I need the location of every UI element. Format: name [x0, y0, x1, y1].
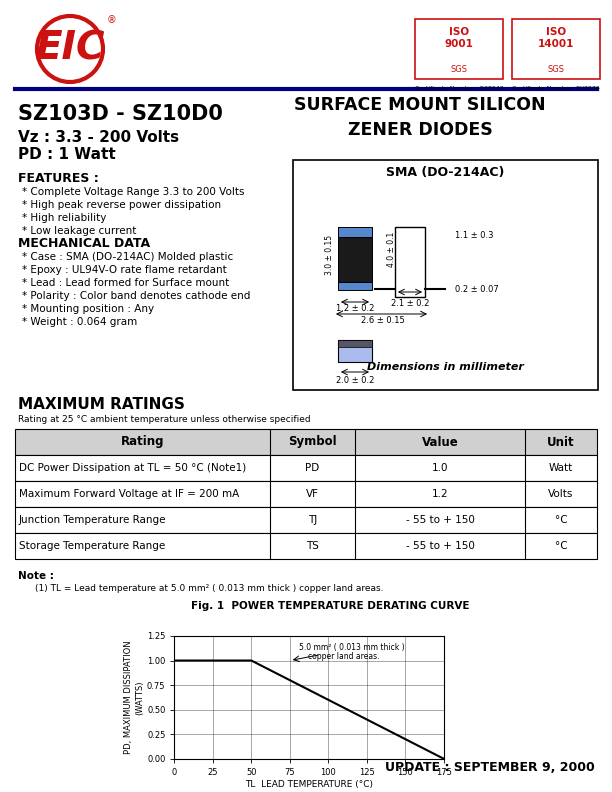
Text: * Case : SMA (DO-214AC) Molded plastic: * Case : SMA (DO-214AC) Molded plastic: [22, 252, 233, 262]
Text: 5.0 mm² ( 0.013 mm thick ): 5.0 mm² ( 0.013 mm thick ): [299, 643, 404, 653]
Bar: [15, 429, 597, 455]
Y-axis label: PD, MAXIMUM DISSIPATION
(WATTS): PD, MAXIMUM DISSIPATION (WATTS): [124, 641, 144, 754]
Text: * Weight : 0.064 gram: * Weight : 0.064 gram: [22, 317, 137, 327]
Text: SGS: SGS: [548, 65, 564, 74]
Text: SURFACE MOUNT SILICON
ZENER DIODES: SURFACE MOUNT SILICON ZENER DIODES: [294, 96, 546, 139]
Text: * High peak reverse power dissipation: * High peak reverse power dissipation: [22, 200, 221, 210]
Text: TJ: TJ: [308, 515, 317, 525]
Text: °C: °C: [554, 515, 567, 525]
Bar: [338, 227, 372, 282]
Text: Unit: Unit: [547, 436, 575, 448]
Text: MECHANICAL DATA: MECHANICAL DATA: [18, 237, 150, 250]
Text: Rating at 25 °C ambient temperature unless otherwise specified: Rating at 25 °C ambient temperature unle…: [18, 415, 311, 424]
Text: Storage Temperature Range: Storage Temperature Range: [19, 541, 165, 551]
Text: ®: ®: [107, 15, 117, 25]
Text: DC Power Dissipation at TL = 50 °C (Note1): DC Power Dissipation at TL = 50 °C (Note…: [19, 463, 246, 473]
Text: * Polarity : Color band denotes cathode end: * Polarity : Color band denotes cathode …: [22, 291, 250, 301]
Text: 4.0 ± 0.1: 4.0 ± 0.1: [387, 232, 397, 267]
Text: * Mounting position : Any: * Mounting position : Any: [22, 304, 154, 314]
Bar: [395, 227, 425, 297]
Text: ISO
9001: ISO 9001: [444, 27, 474, 48]
Text: ISO
14001: ISO 14001: [538, 27, 574, 48]
Text: Watt: Watt: [549, 463, 573, 473]
Text: * Complete Voltage Range 3.3 to 200 Volts: * Complete Voltage Range 3.3 to 200 Volt…: [22, 187, 245, 197]
Text: 2.1 ± 0.2: 2.1 ± 0.2: [391, 299, 429, 308]
Text: * Lead : Lead formed for Surface mount: * Lead : Lead formed for Surface mount: [22, 278, 230, 288]
Text: VF: VF: [306, 489, 319, 499]
Text: 2.0 ± 0.2: 2.0 ± 0.2: [336, 376, 374, 385]
Text: Maximum Forward Voltage at IF = 200 mA: Maximum Forward Voltage at IF = 200 mA: [19, 489, 239, 499]
Text: TS: TS: [306, 541, 319, 551]
X-axis label: TL  LEAD TEMPERATURE (°C): TL LEAD TEMPERATURE (°C): [245, 779, 373, 789]
Text: Note :: Note :: [18, 571, 54, 581]
Text: SZ103D - SZ10D0: SZ103D - SZ10D0: [18, 104, 223, 124]
Text: Certificate Number: EY7276: Certificate Number: EY7276: [512, 86, 600, 91]
Text: Value: Value: [422, 436, 458, 448]
Text: Rating: Rating: [121, 436, 164, 448]
Bar: [15, 533, 597, 559]
Bar: [338, 340, 372, 347]
Text: * Low leakage current: * Low leakage current: [22, 226, 136, 236]
Text: 1.1 ± 0.3: 1.1 ± 0.3: [455, 230, 493, 239]
Text: PD : 1 Watt: PD : 1 Watt: [18, 147, 116, 162]
Bar: [415, 19, 503, 79]
Text: SMA (DO-214AC): SMA (DO-214AC): [386, 166, 505, 179]
Text: - 55 to + 150: - 55 to + 150: [406, 541, 474, 551]
Text: °C: °C: [554, 541, 567, 551]
Bar: [338, 340, 372, 362]
Text: 3.0 ± 0.15: 3.0 ± 0.15: [326, 234, 335, 275]
Bar: [512, 19, 600, 79]
Bar: [338, 282, 372, 290]
Text: EIC: EIC: [35, 30, 105, 68]
Text: Fig. 1  POWER TEMPERATURE DERATING CURVE: Fig. 1 POWER TEMPERATURE DERATING CURVE: [191, 601, 469, 611]
Bar: [15, 481, 597, 507]
Text: 1.0: 1.0: [431, 463, 448, 473]
Text: Dimensions in millimeter: Dimensions in millimeter: [367, 362, 524, 372]
Text: UPDATE : SEPTEMBER 9, 2000: UPDATE : SEPTEMBER 9, 2000: [385, 761, 595, 774]
Bar: [15, 455, 597, 481]
Text: 1.2: 1.2: [431, 489, 449, 499]
Text: Vz : 3.3 - 200 Volts: Vz : 3.3 - 200 Volts: [18, 130, 179, 145]
Text: 1.2 ± 0.2: 1.2 ± 0.2: [336, 304, 374, 313]
Text: - 55 to + 150: - 55 to + 150: [406, 515, 474, 525]
Text: Volts: Volts: [548, 489, 573, 499]
Text: copper land areas.: copper land areas.: [308, 652, 379, 661]
Text: 0.2 ± 0.07: 0.2 ± 0.07: [455, 284, 499, 294]
Text: Junction Temperature Range: Junction Temperature Range: [19, 515, 166, 525]
Bar: [338, 227, 372, 237]
Text: MAXIMUM RATINGS: MAXIMUM RATINGS: [18, 397, 185, 412]
Bar: [293, 160, 598, 390]
Text: Certificate Number: Q08042: Certificate Number: Q08042: [414, 86, 504, 91]
Text: FEATURES :: FEATURES :: [18, 172, 99, 185]
Text: * High reliability: * High reliability: [22, 213, 106, 223]
Text: * Epoxy : UL94V-O rate flame retardant: * Epoxy : UL94V-O rate flame retardant: [22, 265, 227, 275]
Text: SGS: SGS: [450, 65, 468, 74]
Bar: [15, 507, 597, 533]
Text: PD: PD: [305, 463, 319, 473]
Text: Symbol: Symbol: [288, 436, 337, 448]
Text: (1) TL = Lead temperature at 5.0 mm² ( 0.013 mm thick ) copper land areas.: (1) TL = Lead temperature at 5.0 mm² ( 0…: [35, 584, 384, 593]
Text: 2.6 ± 0.15: 2.6 ± 0.15: [360, 316, 405, 325]
